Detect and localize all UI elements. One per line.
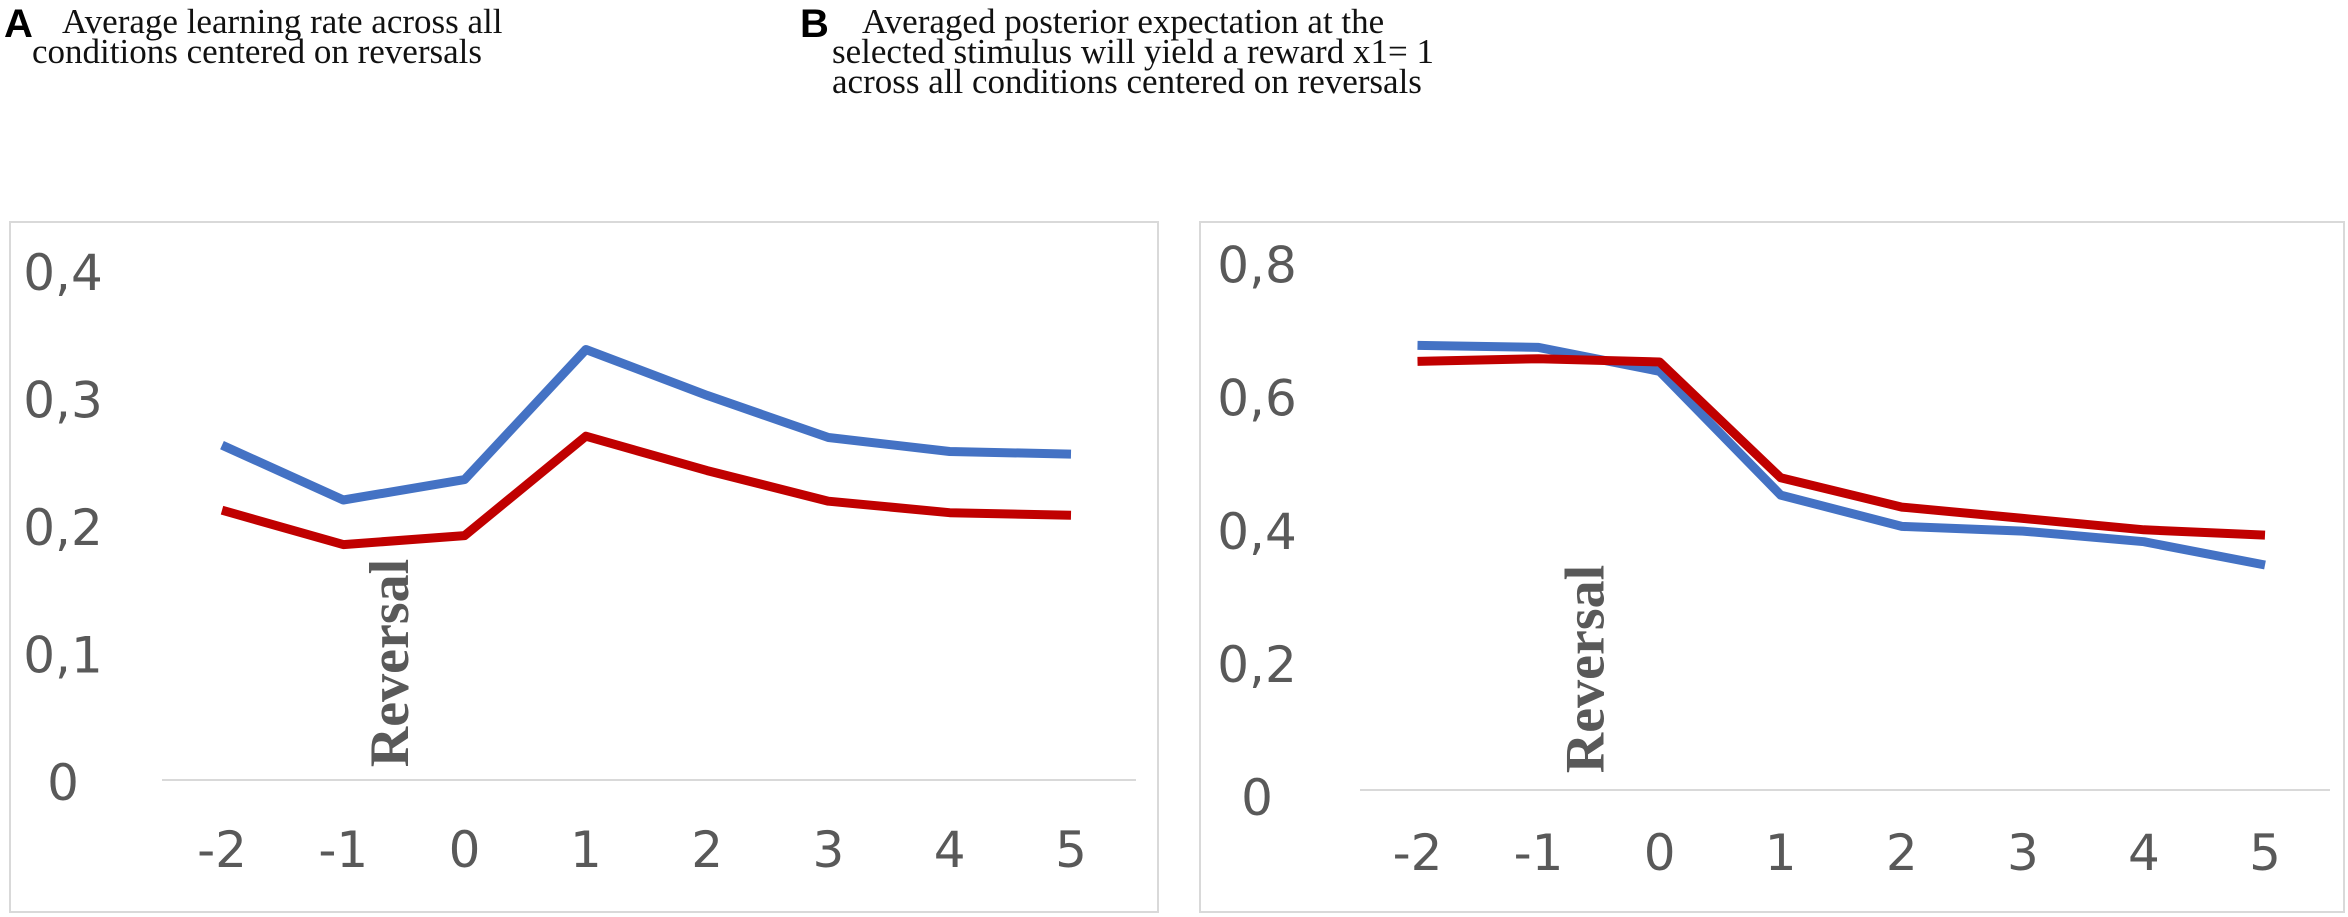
chart-a-y-tick-label: 0,4 bbox=[23, 244, 103, 302]
chart-a-y-tick-label: 0,2 bbox=[23, 499, 103, 557]
panel-b-caption-line1: Averaged posterior expectation at the bbox=[862, 2, 1385, 41]
chart-b-x-tick-label: -1 bbox=[1514, 824, 1564, 882]
chart-a-x-tick-label: 0 bbox=[449, 821, 481, 879]
chart-a-x-tick-label: 4 bbox=[934, 821, 966, 879]
chart-a-y-tick-label: 0,1 bbox=[23, 627, 103, 685]
chart-b: 0 0,2 0,4 0,6 0,8 -2 -1 0 1 2 3 4 5 Reversal bbox=[1217, 237, 2281, 883]
chart-b-x-tick-label: 4 bbox=[2128, 824, 2160, 882]
chart-b-y-tick-label: 0,4 bbox=[1217, 503, 1297, 561]
panel-b-letter: B bbox=[800, 2, 829, 46]
panel-a-caption-line2: conditions centered on reversals bbox=[32, 32, 482, 71]
panel-b-caption-line2: selected stimulus will yield a reward x1… bbox=[832, 32, 1434, 71]
chart-a: 0 0,1 0,2 0,3 0,4 -2 -1 0 1 2 3 4 5 Reversal bbox=[23, 244, 1087, 879]
chart-a-series-red-line bbox=[220, 431, 1072, 550]
chart-a-y-tick-label: 0 bbox=[47, 754, 79, 812]
chart-b-series-red-line bbox=[1417, 354, 2266, 540]
chart-b-series-blue-line bbox=[1417, 340, 2266, 570]
chart-a-x-tick-label: -1 bbox=[318, 821, 368, 879]
chart-b-y-tick-label: 0,8 bbox=[1217, 237, 1297, 295]
chart-a-series-blue-line bbox=[220, 345, 1072, 505]
panel-a-letter: A bbox=[4, 2, 33, 46]
panel-b-caption-line3: across all conditions centered on revers… bbox=[832, 62, 1422, 101]
chart-a-x-tick-label: 5 bbox=[1055, 821, 1087, 879]
chart-b-y-tick-label: 0,6 bbox=[1217, 370, 1297, 428]
chart-a-reversal-annotation: Reversal bbox=[359, 559, 421, 767]
chart-b-x-tick-label: 0 bbox=[1644, 824, 1676, 882]
chart-b-x-tick-label: 2 bbox=[1886, 824, 1918, 882]
chart-b-frame bbox=[1199, 221, 2345, 913]
chart-a-x-tick-label: 1 bbox=[570, 821, 602, 879]
chart-b-x-tick-label: -2 bbox=[1393, 824, 1443, 882]
chart-a-x-tick-label: 2 bbox=[691, 821, 723, 879]
chart-b-x-tick-label: 1 bbox=[1765, 824, 1797, 882]
chart-b-y-tick-label: 0,2 bbox=[1217, 636, 1297, 694]
chart-b-y-tick-label: 0 bbox=[1241, 769, 1273, 827]
chart-a-y-tick-label: 0,3 bbox=[23, 372, 103, 430]
chart-b-reversal-annotation: Reversal bbox=[1555, 565, 1617, 773]
chart-b-x-tick-label: 3 bbox=[2007, 824, 2039, 882]
chart-a-x-tick-label: 3 bbox=[813, 821, 845, 879]
chart-a-x-tick-label: -2 bbox=[197, 821, 247, 879]
chart-a-frame bbox=[9, 221, 1159, 913]
chart-b-x-tick-label: 5 bbox=[2249, 824, 2281, 882]
panel-a-caption-line1: Average learning rate across all bbox=[62, 2, 503, 41]
